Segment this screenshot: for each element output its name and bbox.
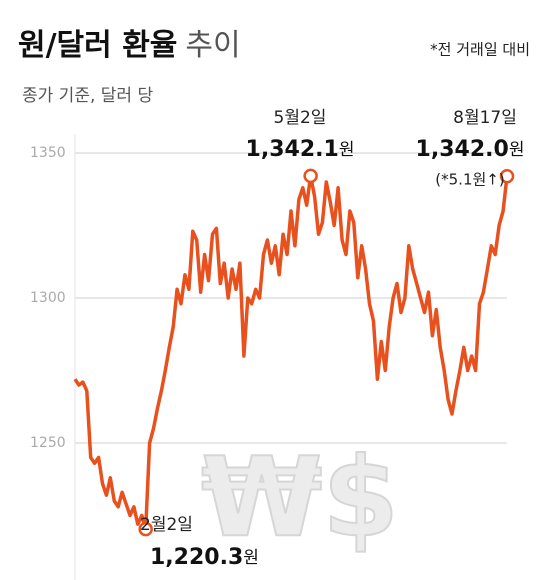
highlight-point (303, 168, 318, 184)
highlight-point (138, 521, 153, 537)
y-tick-label: 1250 (30, 435, 66, 451)
annotation-value: 1,342.0원 (416, 137, 525, 162)
title-suffix: 추이 (185, 28, 240, 63)
subtitle: 종가 기준, 달러 당 (22, 86, 153, 106)
note: *전 거래일 대비 (430, 41, 530, 59)
annotation-value: 1,220.3원 (150, 545, 259, 570)
annotation-date: 2월2일 (140, 515, 193, 535)
highlight-point (499, 168, 515, 184)
annotation-date: 8월17일 (453, 108, 517, 128)
annotation-change: (*5.1원↑) (435, 171, 504, 189)
annotation-value-number: 1,342.1 (246, 137, 339, 162)
watermark: ₩$ (201, 433, 399, 561)
y-tick-label: 1300 (30, 290, 66, 306)
chart-title: 원/달러 환율 추이 (18, 28, 241, 63)
annotation-unit: 원 (509, 140, 525, 160)
title-main: 원/달러 환율 (18, 28, 177, 63)
annotation-value: 1,342.1원 (246, 137, 355, 162)
annotation-unit: 원 (339, 140, 355, 160)
y-tick-label: 1350 (30, 145, 66, 161)
annotation-value-number: 1,220.3 (150, 545, 243, 570)
annotation-date: 5월2일 (274, 108, 327, 128)
annotation-value-number: 1,342.0 (416, 137, 509, 162)
line-series (73, 174, 509, 531)
annotation-unit: 원 (243, 548, 259, 568)
